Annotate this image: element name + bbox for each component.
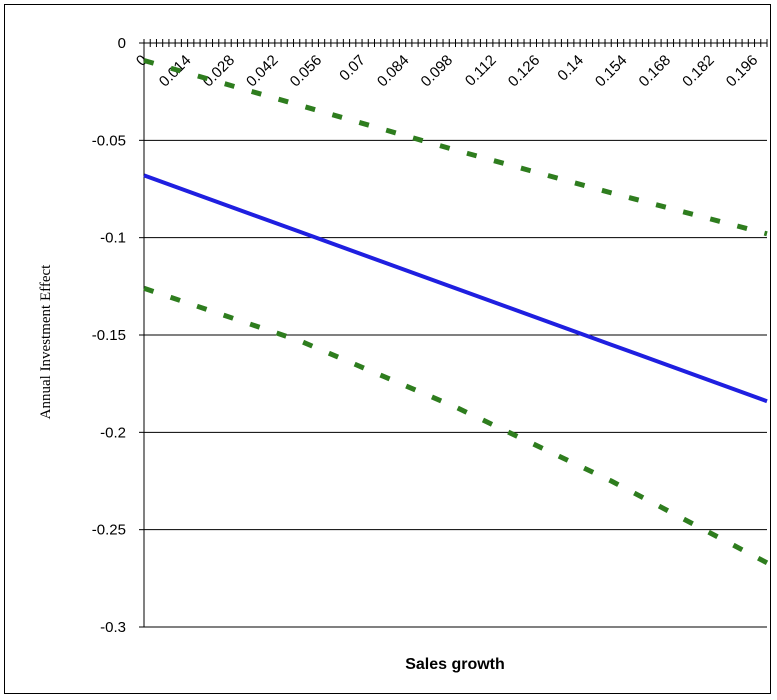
x-axis-label: Sales growth [405, 656, 505, 673]
y-tick-labels: 0 -0.05 -0.1 -0.15 -0.2 -0.25 -0.3 [92, 35, 126, 636]
chart-frame [4, 4, 771, 694]
x-tick-label: 0.182 [679, 52, 718, 91]
y-tick-label: -0.25 [92, 522, 126, 539]
gridlines [144, 42, 767, 628]
x-tick-label: 0.098 [418, 52, 457, 91]
x-tick-label: 0.07 [336, 52, 369, 85]
x-tick-label: 0.126 [505, 52, 544, 91]
series-line-dashed-2 [143, 285, 769, 566]
x-tick-label: 0.112 [462, 52, 500, 90]
x-tick-label: 0.056 [287, 52, 326, 91]
series-lines [143, 58, 769, 566]
x-tick-label: 0.084 [374, 52, 413, 91]
axes [139, 39, 768, 628]
x-tick-label: 0.14 [554, 52, 587, 85]
y-tick-label: -0.3 [100, 619, 126, 636]
y-tick-label: -0.05 [92, 132, 126, 149]
y-tick-label: -0.1 [100, 230, 126, 247]
y-tick-label: 0 [118, 35, 126, 52]
series-line-dashed-1 [143, 58, 768, 237]
x-tick-label: 0.168 [636, 52, 675, 91]
series-line-solid [143, 173, 768, 404]
x-tick-label: 0.196 [723, 52, 762, 91]
y-tick-label: -0.15 [92, 327, 126, 344]
y-axis-label: Annual Investment Effect [38, 264, 54, 420]
x-tick-label: 0.154 [592, 52, 631, 91]
x-tick-label: 0.042 [243, 52, 282, 91]
y-tick-label: -0.2 [100, 424, 126, 441]
